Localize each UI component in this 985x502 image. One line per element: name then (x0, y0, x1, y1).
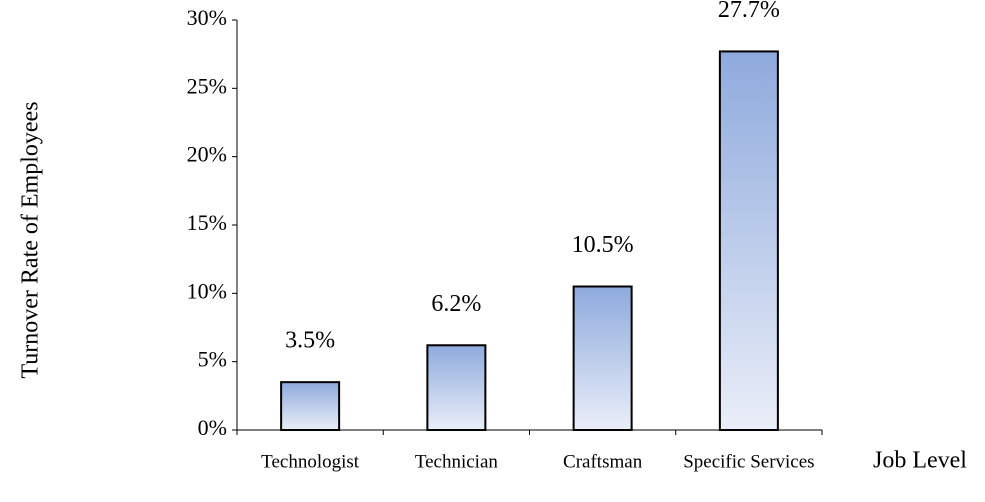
y-tick-label: 30% (187, 5, 227, 30)
y-tick-label: 15% (187, 210, 227, 235)
value-label: 10.5% (572, 232, 634, 258)
y-tick-label: 0% (198, 415, 227, 440)
y-tick-label: 20% (187, 142, 227, 167)
x-tick-label: Craftsman (563, 451, 643, 472)
value-label: 27.7% (718, 0, 780, 23)
x-tick-label: Technician (415, 451, 499, 472)
x-tick-label: Technologist (261, 451, 360, 472)
bar (280, 381, 341, 431)
y-tick-label: 5% (198, 347, 227, 372)
bar (718, 50, 779, 432)
y-axis-title: Turnover Rate of Employees (18, 101, 44, 378)
bar (572, 285, 633, 431)
x-tick-label: Specific Services (683, 451, 814, 472)
value-label: 6.2% (431, 291, 481, 317)
y-tick-label: 10% (187, 278, 227, 303)
bar (426, 344, 487, 431)
x-axis-title: Job Level (873, 448, 967, 474)
y-tick-label: 25% (187, 73, 227, 98)
value-label: 3.5% (285, 328, 335, 354)
